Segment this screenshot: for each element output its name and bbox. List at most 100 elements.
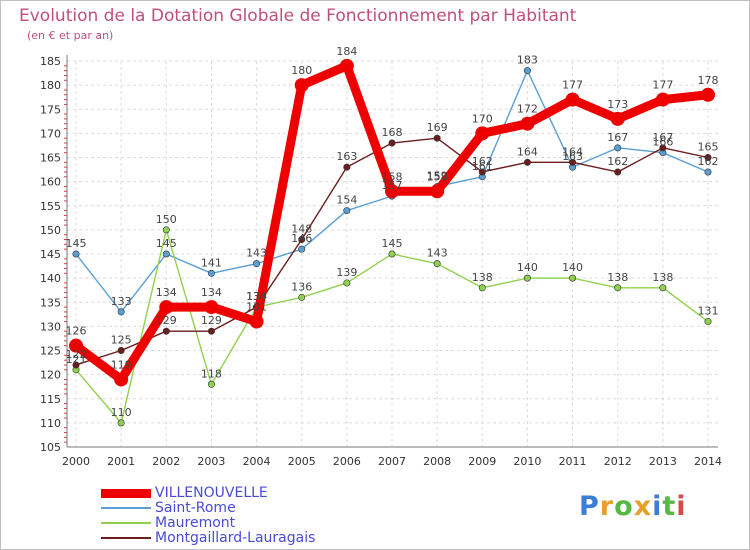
data-label-saint-rome: 163 — [562, 150, 583, 163]
data-point-mauremont — [388, 250, 396, 258]
x-tick-label: 2002 — [152, 455, 180, 468]
data-point-montgaillard-lauragais — [162, 327, 170, 335]
data-point-mauremont — [523, 274, 531, 282]
y-tick-label: 130 — [40, 320, 61, 333]
data-point-saint-rome — [117, 308, 125, 316]
data-label-montgaillard-lauragais: 165 — [698, 141, 719, 154]
x-tick-label: 2009 — [468, 455, 496, 468]
data-point-saint-rome — [298, 245, 306, 253]
data-label-villenouvelle: 180 — [291, 64, 312, 77]
data-label-montgaillard-lauragais: 162 — [472, 155, 493, 168]
data-label-montgaillard-lauragais: 167 — [652, 131, 673, 144]
y-tick-label: 155 — [40, 200, 61, 213]
data-label-mauremont: 138 — [607, 271, 628, 284]
data-label-mauremont: 110 — [111, 406, 132, 419]
legend-item-saint-rome: Saint-Rome — [101, 500, 236, 516]
data-label-mauremont: 139 — [336, 266, 357, 279]
x-tick-label: 2003 — [197, 455, 225, 468]
data-label-mauremont: 121 — [66, 353, 87, 366]
data-point-saint-rome — [207, 269, 215, 277]
data-label-villenouvelle: 158 — [382, 170, 403, 183]
y-tick-label: 125 — [40, 345, 61, 358]
data-label-villenouvelle: 158 — [427, 170, 448, 183]
data-label-villenouvelle: 134 — [156, 286, 177, 299]
data-point-villenouvelle — [339, 58, 354, 73]
data-point-montgaillard-lauragais — [343, 163, 351, 171]
data-label-mauremont: 138 — [652, 271, 673, 284]
legend-label: Montgaillard-Lauragais — [155, 530, 316, 546]
data-point-mauremont — [343, 279, 351, 287]
y-tick-label: 145 — [40, 248, 61, 261]
data-label-montgaillard-lauragais: 129 — [156, 314, 177, 327]
data-label-villenouvelle: 131 — [246, 301, 267, 314]
data-point-saint-rome — [704, 168, 712, 176]
data-label-mauremont: 145 — [382, 237, 403, 250]
y-tick-label: 185 — [40, 55, 61, 68]
data-point-montgaillard-lauragais — [569, 158, 577, 166]
data-label-saint-rome: 145 — [66, 237, 87, 250]
data-point-saint-rome — [523, 67, 531, 75]
data-point-mauremont — [614, 284, 622, 292]
data-label-mauremont: 143 — [427, 247, 448, 260]
data-label-villenouvelle: 119 — [111, 358, 132, 371]
data-label-saint-rome: 146 — [291, 232, 312, 245]
chart-title: Evolution de la Dotation Globale de Fonc… — [19, 6, 577, 26]
x-tick-label: 2004 — [243, 455, 271, 468]
data-label-villenouvelle: 184 — [336, 45, 357, 58]
x-tick-label: 2010 — [513, 455, 541, 468]
data-point-mauremont — [704, 318, 712, 326]
data-label-mauremont: 138 — [472, 271, 493, 284]
data-point-mauremont — [162, 226, 170, 234]
data-label-saint-rome: 166 — [652, 136, 673, 149]
data-label-mauremont: 140 — [517, 261, 538, 274]
y-tick-label: 150 — [40, 224, 61, 237]
y-tick-label: 170 — [40, 127, 61, 140]
data-label-saint-rome: 183 — [517, 54, 538, 67]
data-point-saint-rome — [72, 250, 80, 258]
data-label-saint-rome: 133 — [111, 295, 132, 308]
data-label-montgaillard-lauragais: 122 — [66, 348, 87, 361]
y-tick-label: 135 — [40, 296, 61, 309]
data-label-montgaillard-lauragais: 148 — [291, 223, 312, 236]
data-label-villenouvelle: 170 — [472, 112, 493, 125]
data-point-mauremont — [433, 260, 441, 268]
data-label-saint-rome: 159 — [427, 169, 448, 182]
x-tick-label: 2006 — [333, 455, 361, 468]
data-point-montgaillard-lauragais — [523, 158, 531, 166]
x-tick-label: 2005 — [288, 455, 316, 468]
y-tick-label: 180 — [40, 79, 61, 92]
axis-layer: 1051101151201251301351401451501551601651… — [40, 55, 722, 468]
data-point-montgaillard-lauragais — [298, 236, 306, 244]
data-point-saint-rome — [162, 250, 170, 258]
data-point-mauremont — [207, 380, 215, 388]
data-point-villenouvelle — [430, 184, 445, 199]
data-label-saint-rome: 167 — [607, 131, 628, 144]
legend-item-villenouvelle: VILLENOUVELLE — [101, 485, 268, 501]
data-label-villenouvelle: 177 — [652, 79, 673, 92]
y-tick-label: 120 — [40, 369, 61, 382]
data-label-montgaillard-lauragais: 125 — [111, 334, 132, 347]
data-label-mauremont: 140 — [562, 261, 583, 274]
legend-label: VILLENOUVELLE — [155, 485, 268, 501]
data-label-mauremont: 150 — [156, 213, 177, 226]
data-point-montgaillard-lauragais — [117, 346, 125, 354]
legend-swatch — [101, 537, 151, 539]
data-point-mauremont — [478, 284, 486, 292]
data-point-villenouvelle — [249, 314, 264, 329]
x-tick-label: 2007 — [378, 455, 406, 468]
data-point-villenouvelle — [520, 116, 535, 131]
data-label-villenouvelle: 173 — [607, 98, 628, 111]
data-point-villenouvelle — [385, 184, 399, 199]
y-tick-label: 105 — [40, 441, 61, 454]
data-label-saint-rome: 154 — [336, 194, 357, 207]
data-point-mauremont — [659, 284, 667, 292]
data-point-mauremont — [117, 419, 125, 427]
data-point-villenouvelle — [114, 372, 129, 387]
data-label-montgaillard-lauragais: 164 — [562, 145, 583, 158]
x-tick-label: 2008 — [423, 455, 451, 468]
legend-item-mauremont: Mauremont — [101, 515, 235, 531]
y-tick-label: 110 — [40, 417, 61, 430]
data-point-montgaillard-lauragais — [388, 139, 396, 147]
x-tick-label: 2014 — [694, 455, 722, 468]
